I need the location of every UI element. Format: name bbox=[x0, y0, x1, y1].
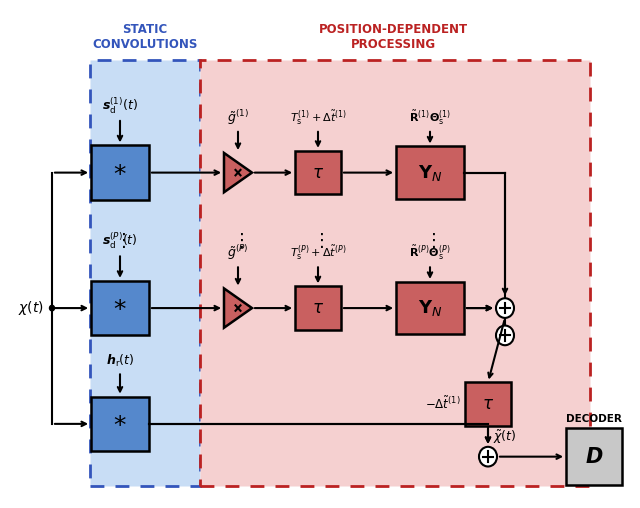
Text: $\boldsymbol{s}_\mathrm{d}^{(P)}(t)$: $\boldsymbol{s}_\mathrm{d}^{(P)}(t)$ bbox=[102, 231, 138, 251]
Text: $\vdots$: $\vdots$ bbox=[114, 231, 126, 250]
Text: $*$: $*$ bbox=[113, 161, 127, 184]
Circle shape bbox=[496, 326, 514, 345]
Text: $\tau$: $\tau$ bbox=[482, 395, 494, 413]
Text: $\tilde{\mathbf{R}}^{(1)}\boldsymbol{\Theta}_\mathrm{s}^{(1)}$: $\tilde{\mathbf{R}}^{(1)}\boldsymbol{\Th… bbox=[409, 108, 451, 126]
Bar bbox=[396, 146, 464, 199]
Bar bbox=[90, 60, 200, 486]
Text: $\vdots$: $\vdots$ bbox=[312, 231, 324, 250]
Text: $\tilde{\chi}(t)$: $\tilde{\chi}(t)$ bbox=[493, 428, 516, 446]
Text: $T_\mathrm{s}^{(P)}+\Delta\tilde{t}^{(P)}$: $T_\mathrm{s}^{(P)}+\Delta\tilde{t}^{(P)… bbox=[290, 244, 346, 262]
Bar bbox=[91, 281, 149, 335]
Text: $*$: $*$ bbox=[113, 412, 127, 436]
Text: $\mathbf{Y}_N$: $\mathbf{Y}_N$ bbox=[418, 298, 442, 318]
Text: $-\Delta\tilde{t}^{(1)}$: $-\Delta\tilde{t}^{(1)}$ bbox=[426, 396, 461, 412]
Bar bbox=[566, 428, 622, 485]
Polygon shape bbox=[224, 153, 252, 192]
Circle shape bbox=[479, 447, 497, 466]
Polygon shape bbox=[224, 289, 252, 328]
Text: $\tilde{g}^{(P)}$: $\tilde{g}^{(P)}$ bbox=[227, 243, 249, 262]
Bar bbox=[396, 282, 464, 334]
Bar bbox=[465, 383, 511, 426]
Circle shape bbox=[49, 305, 54, 311]
Text: $\boldsymbol{D}$: $\boldsymbol{D}$ bbox=[585, 447, 604, 467]
Text: POSITION-DEPENDENT
PROCESSING: POSITION-DEPENDENT PROCESSING bbox=[319, 23, 468, 51]
Text: DECODER: DECODER bbox=[566, 414, 622, 424]
Bar bbox=[295, 151, 341, 195]
Circle shape bbox=[496, 298, 514, 318]
Text: $\vdots$: $\vdots$ bbox=[232, 231, 244, 250]
Bar bbox=[295, 286, 341, 330]
Bar bbox=[91, 145, 149, 200]
Text: $\chi(t)$: $\chi(t)$ bbox=[18, 299, 44, 317]
Text: $*$: $*$ bbox=[113, 296, 127, 320]
Text: STATIC
CONVOLUTIONS: STATIC CONVOLUTIONS bbox=[92, 23, 198, 51]
Text: $\vdots$: $\vdots$ bbox=[424, 231, 436, 250]
Text: $\tau$: $\tau$ bbox=[312, 299, 324, 317]
Text: $\mathbf{Y}_N$: $\mathbf{Y}_N$ bbox=[418, 163, 442, 182]
Bar bbox=[91, 397, 149, 451]
Text: $\boldsymbol{h}_\mathrm{r}(t)$: $\boldsymbol{h}_\mathrm{r}(t)$ bbox=[106, 353, 134, 369]
Text: $T_\mathrm{s}^{(1)}+\Delta\tilde{t}^{(1)}$: $T_\mathrm{s}^{(1)}+\Delta\tilde{t}^{(1)… bbox=[289, 108, 346, 126]
Text: $\tau$: $\tau$ bbox=[312, 164, 324, 182]
Text: $\boldsymbol{s}_\mathrm{d}^{(1)}(t)$: $\boldsymbol{s}_\mathrm{d}^{(1)}(t)$ bbox=[102, 96, 138, 116]
Text: $\tilde{\mathbf{R}}^{(P)}\boldsymbol{\Theta}_\mathrm{s}^{(P)}$: $\tilde{\mathbf{R}}^{(P)}\boldsymbol{\Th… bbox=[410, 244, 451, 262]
Bar bbox=[200, 60, 590, 486]
Text: $\tilde{g}^{(1)}$: $\tilde{g}^{(1)}$ bbox=[227, 108, 249, 126]
